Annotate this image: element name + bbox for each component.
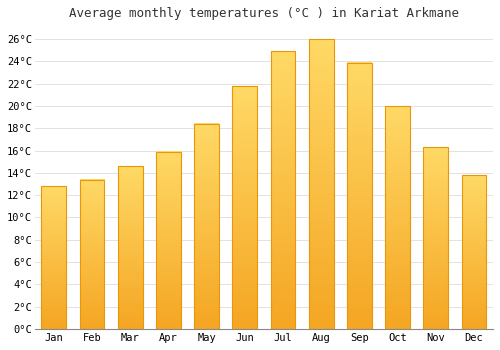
Bar — [232, 86, 257, 329]
Bar — [194, 124, 219, 329]
Bar — [462, 175, 486, 329]
Title: Average monthly temperatures (°C ) in Kariat Arkmane: Average monthly temperatures (°C ) in Ka… — [69, 7, 459, 20]
Bar — [309, 39, 334, 329]
Bar — [270, 51, 295, 329]
Bar — [385, 106, 410, 329]
Bar — [347, 63, 372, 329]
Bar — [42, 186, 66, 329]
Bar — [156, 152, 181, 329]
Bar — [80, 180, 104, 329]
Bar — [424, 147, 448, 329]
Bar — [118, 166, 142, 329]
